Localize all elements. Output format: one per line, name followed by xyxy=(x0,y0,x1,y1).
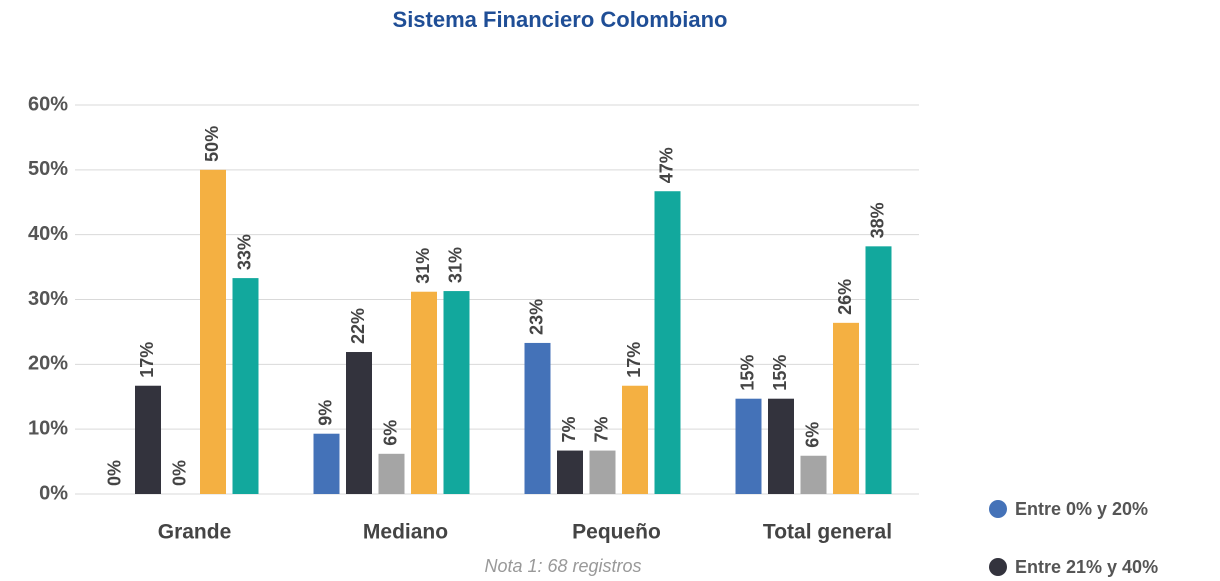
data-label: 38% xyxy=(867,202,887,238)
data-label: 50% xyxy=(202,126,222,162)
bar xyxy=(378,453,405,494)
bar xyxy=(232,278,259,494)
data-label: 6% xyxy=(802,422,822,448)
data-label: 6% xyxy=(380,420,400,446)
data-label: 17% xyxy=(624,342,644,378)
legend-swatch xyxy=(989,558,1007,576)
data-label: 33% xyxy=(234,234,254,270)
data-label: 26% xyxy=(835,279,855,315)
y-tick-label: 10% xyxy=(28,417,68,439)
data-label: 31% xyxy=(445,247,465,283)
bar xyxy=(524,342,551,494)
bar xyxy=(622,385,648,494)
bar xyxy=(735,398,762,494)
y-tick-label: 60% xyxy=(28,93,68,115)
bar xyxy=(346,352,372,494)
x-tick-label: Total general xyxy=(763,521,892,544)
x-tick-label: Mediano xyxy=(363,521,448,544)
bar xyxy=(411,291,437,494)
y-tick-label: 40% xyxy=(28,223,68,245)
y-tick-label: 20% xyxy=(28,353,68,375)
data-label: 0% xyxy=(104,460,124,486)
legend-label: Entre 21% y 40% xyxy=(1015,557,1158,577)
x-tick-label: Grande xyxy=(158,521,232,544)
bar xyxy=(768,398,794,494)
data-label: 9% xyxy=(315,400,335,426)
legend-label: Entre 0% y 20% xyxy=(1015,499,1148,519)
data-label: 7% xyxy=(591,417,611,443)
y-tick-label: 0% xyxy=(39,482,68,504)
bar xyxy=(200,169,226,495)
data-label: 23% xyxy=(526,299,546,335)
bar xyxy=(557,450,583,494)
data-label: 47% xyxy=(656,147,676,183)
data-label: 31% xyxy=(413,248,433,284)
bar xyxy=(589,450,616,494)
bar xyxy=(800,455,827,494)
bar xyxy=(313,433,340,494)
data-label: 22% xyxy=(348,308,368,344)
data-label: 17% xyxy=(137,342,157,378)
data-label: 15% xyxy=(770,355,790,391)
chart-title: Sistema Financiero Colombiano xyxy=(393,7,728,32)
data-label: 15% xyxy=(737,355,757,391)
legend-swatch xyxy=(989,500,1007,518)
bar xyxy=(833,322,859,494)
data-label: 0% xyxy=(169,460,189,486)
y-tick-label: 30% xyxy=(28,288,68,310)
bar xyxy=(654,191,681,494)
y-tick-label: 50% xyxy=(28,158,68,180)
x-tick-label: Pequeño xyxy=(572,521,661,544)
bar xyxy=(865,246,892,494)
data-label: 7% xyxy=(559,417,579,443)
note: Nota 1: 68 registros xyxy=(484,556,641,576)
bar xyxy=(443,291,470,494)
bar xyxy=(135,385,161,494)
